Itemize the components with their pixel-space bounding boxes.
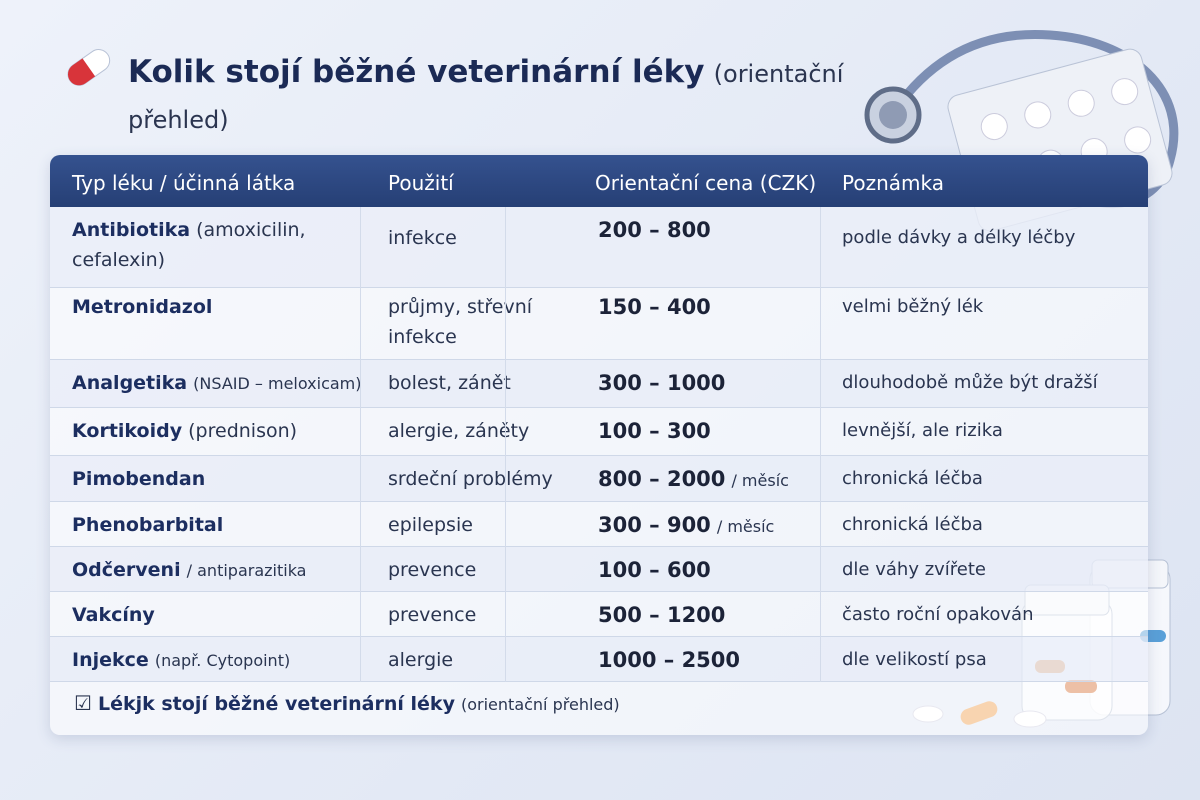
price-unit: / měsíc xyxy=(716,517,775,536)
table-row: Injekce (např. Cytopoint) alergie 1000 – 2… xyxy=(50,637,1148,682)
note-cell: chronická léčba xyxy=(842,468,983,489)
use-cell: epilepsie xyxy=(388,514,473,536)
drug-name: Vakcíny xyxy=(72,604,155,626)
drug-cell: Antibiotika (amoxicilin, cefalexin) xyxy=(72,215,372,275)
price-cell: 150 – 400 xyxy=(598,292,838,323)
price-range: 1000 – 2500 xyxy=(598,648,741,672)
table-row: Phenobarbital epilepsie 300 – 900 / měsíc c… xyxy=(50,502,1148,547)
note-cell: často roční opakován xyxy=(842,604,1034,625)
price-cell: 100 – 300 xyxy=(598,416,838,447)
price-range: 300 – 1000 xyxy=(598,371,726,395)
drug-name: Odčerveni xyxy=(72,559,181,581)
note-cell: chronická léčba xyxy=(842,514,983,535)
drug-name: Antibiotika xyxy=(72,219,191,241)
drug-name: Pimobendan xyxy=(72,468,206,490)
use-cell: bolest, zánět xyxy=(388,372,511,394)
price-cell: 100 – 600 xyxy=(598,555,838,586)
drug-cell: Metronidazol xyxy=(72,292,372,322)
note-cell: dle velikostí psa xyxy=(842,649,987,670)
drug-cell: Vakcíny xyxy=(72,600,372,630)
price-cell: 300 – 1000 xyxy=(598,368,838,399)
title: Kolik stojí běžné veterinární léky (orie… xyxy=(128,50,888,142)
note-cell: levnější, ale rizika xyxy=(842,420,1003,441)
table-header: Typ léku / účinná látka Použití Orientační… xyxy=(50,155,1148,207)
price-range: 150 – 400 xyxy=(598,295,711,319)
price-range: 100 – 300 xyxy=(598,419,711,443)
price-range: 300 – 900 xyxy=(598,513,711,537)
table-row: Analgetika (NSAID – meloxicam) bolest, zá… xyxy=(50,360,1148,408)
price-unit: / měsíc xyxy=(731,471,789,490)
price-cell: 300 – 900 / měsíc xyxy=(598,510,838,542)
drug-name: Analgetika xyxy=(72,372,188,394)
price-range: 100 – 600 xyxy=(598,558,711,582)
drug-detail: (např. Cytopoint) xyxy=(154,651,291,670)
price-range: 500 – 1200 xyxy=(598,603,726,627)
drug-cell: Kortikoidy (prednison) xyxy=(72,416,372,446)
note-cell: dle váhy zvířete xyxy=(842,559,986,580)
price-cell: 200 – 800 xyxy=(598,215,838,246)
drug-cell: Injekce (např. Cytopoint) xyxy=(72,645,372,676)
table-row: Vakcíny prevence 500 – 1200 často roční opa… xyxy=(50,592,1148,637)
column-divider xyxy=(820,207,821,682)
price-cell: 800 – 2000 / měsíc xyxy=(598,464,838,496)
table-row: Metronidazol průjmy, střevní infekce 150 –… xyxy=(50,288,1148,360)
use-cell: srdeční problémy xyxy=(388,468,553,490)
price-cell: 500 – 1200 xyxy=(598,600,838,631)
footer: ☑ Lékjk stojí běžné veterinární léky (or… xyxy=(74,683,620,725)
use-cell: alergie, záněty xyxy=(388,420,530,442)
column-header: Orientační cena (CZK) xyxy=(595,171,817,195)
use-cell: průjmy, střevní infekce xyxy=(388,296,533,348)
table-row: Odčerveni / antiparazitika prevence 100 – … xyxy=(50,547,1148,592)
table-row: Pimobendan srdeční problémy 800 – 2000 / m… xyxy=(50,456,1148,502)
drug-detail: (prednison) xyxy=(188,420,298,442)
price-table: Typ léku / účinná látka Použití Orientační… xyxy=(50,155,1148,735)
column-header: Použití xyxy=(388,171,454,195)
price-cell: 1000 – 2500 xyxy=(598,645,838,676)
note-cell: velmi běžný lék xyxy=(842,296,984,317)
drug-cell: Phenobarbital xyxy=(72,510,372,540)
use-cell: prevence xyxy=(388,604,477,626)
drug-name: Phenobarbital xyxy=(72,514,224,536)
footer-rest: (orientační přehled) xyxy=(461,695,620,714)
price-range: 200 – 800 xyxy=(598,218,711,242)
column-header: Poznámka xyxy=(842,171,944,195)
note-cell: podle dávky a délky léčby xyxy=(842,227,1076,248)
drug-detail: / antiparazitika xyxy=(186,561,307,580)
table-row: Antibiotika (amoxicilin, cefalexin) infek… xyxy=(50,207,1148,288)
drug-cell: Pimobendan xyxy=(72,464,372,494)
drug-detail: (NSAID – meloxicam) xyxy=(193,374,362,393)
use-cell: infekce xyxy=(388,227,457,249)
title-rest: (orientační přehled) xyxy=(128,60,844,134)
table-row: Kortikoidy (prednison) alergie, záněty 100… xyxy=(50,408,1148,456)
footer-bold: Lékjk stojí běžné veterinární léky xyxy=(97,693,455,715)
drug-name: Metronidazol xyxy=(72,296,213,318)
pill-icon xyxy=(67,49,111,86)
use-cell: alergie xyxy=(388,649,454,671)
title-bold: Kolik stojí běžné veterinární léky xyxy=(128,54,705,90)
price-range: 800 – 2000 xyxy=(598,467,726,491)
drug-detail: (amoxicilin, cefalexin) xyxy=(72,219,306,271)
use-cell: prevence xyxy=(388,559,477,581)
note-cell: dlouhodobě může být dražší xyxy=(842,372,1098,393)
column-header: Typ léku / účinná látka xyxy=(72,171,296,195)
drug-cell: Odčerveni / antiparazitika xyxy=(72,555,372,586)
column-divider xyxy=(360,207,361,682)
drug-name: Injekce xyxy=(72,649,149,671)
drug-cell: Analgetika (NSAID – meloxicam) xyxy=(72,368,372,399)
column-divider xyxy=(505,207,506,682)
drug-name: Kortikoidy xyxy=(72,420,183,442)
check-icon: ☑ xyxy=(74,691,92,715)
